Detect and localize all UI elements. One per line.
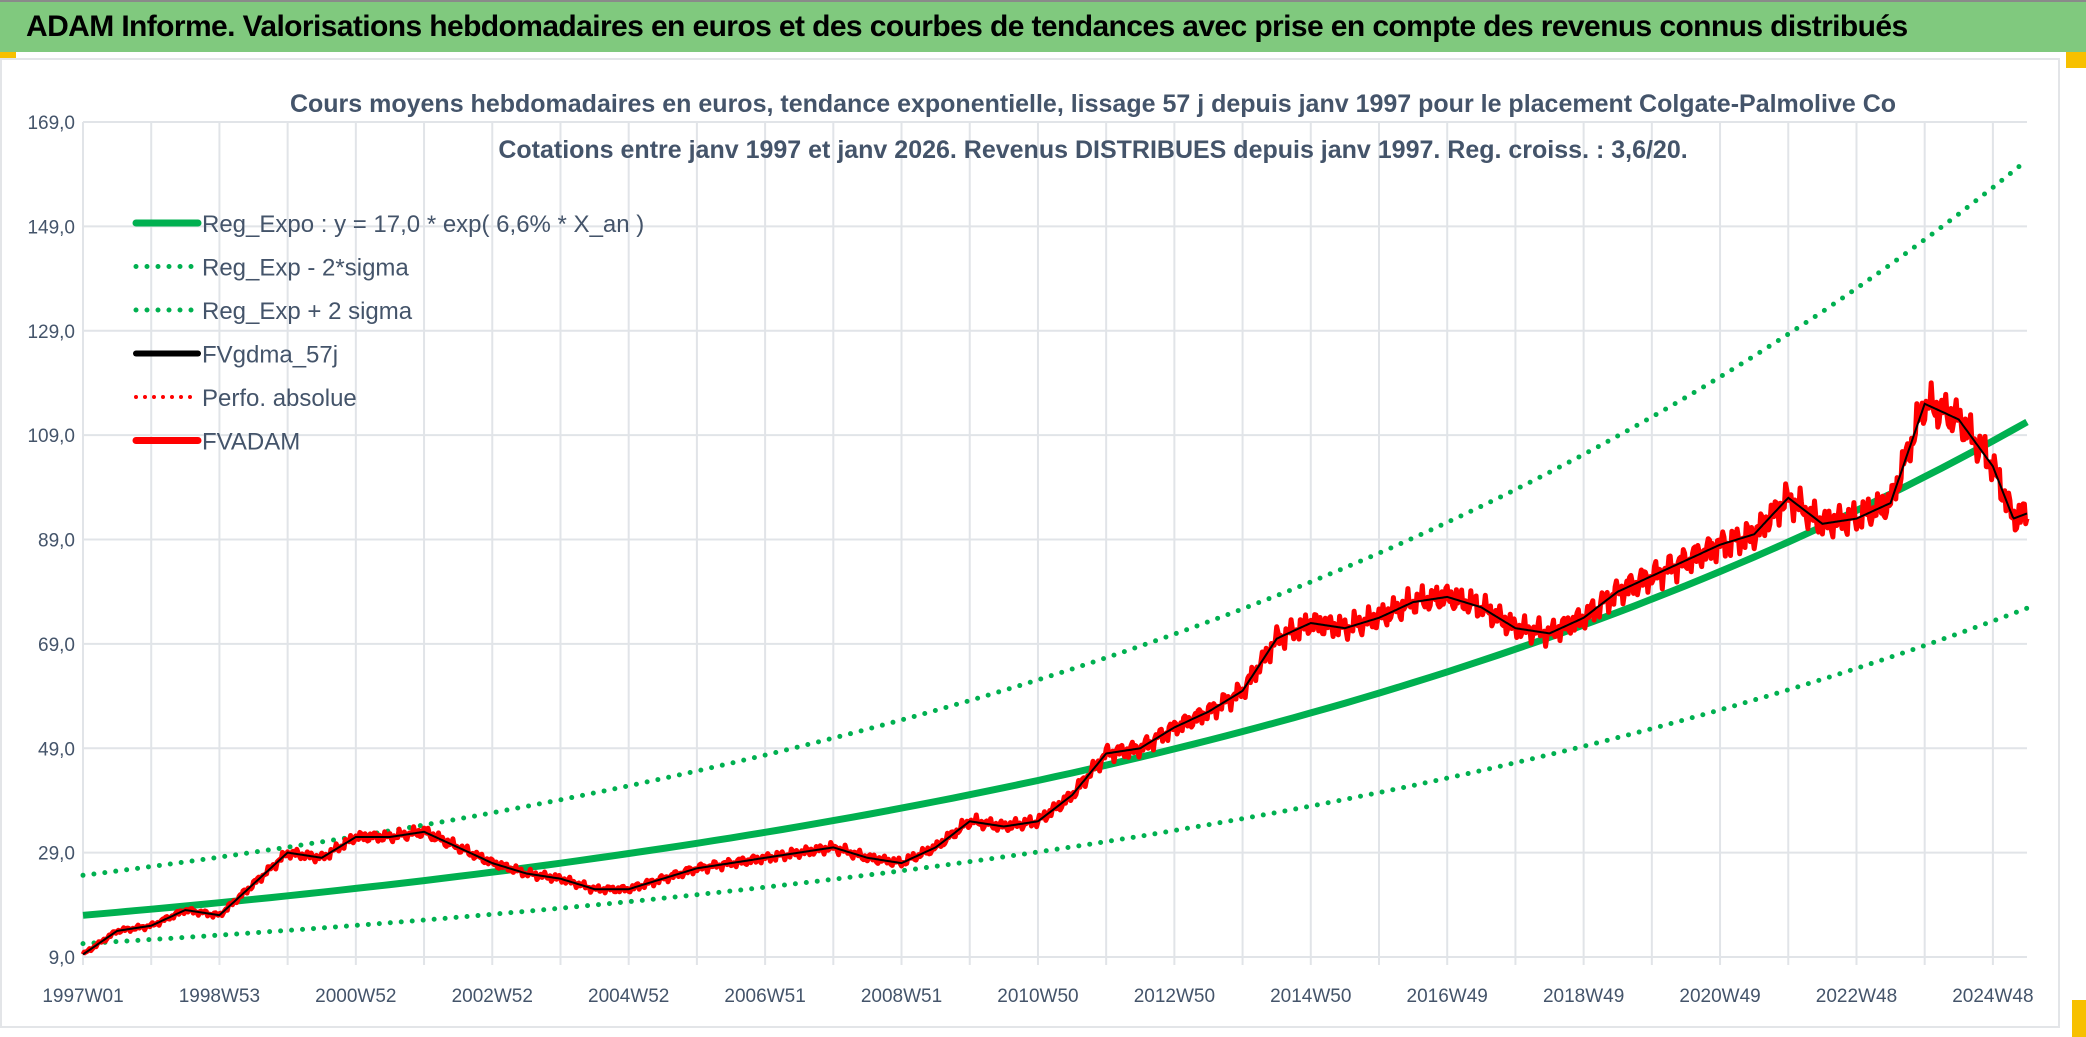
x-tick-label: 2022W48 <box>1816 986 1897 1007</box>
fvadam-line <box>80 380 2030 956</box>
gridlines <box>82 121 2027 965</box>
y-tick-label: 69,0 <box>38 635 75 656</box>
legend-label: Reg_Expo : y = 17,0 * exp( 6,6% * X_an ) <box>202 211 644 238</box>
y-axis: 9,0 29,0 49,0 69,0 89,0 109,0 129,0 149,0 169,0 <box>27 113 75 969</box>
y-tick-label: 129,0 <box>27 322 75 343</box>
reg-expo-line <box>82 418 2029 919</box>
y-tick-label: 89,0 <box>38 531 75 552</box>
legend-label: FVgdma_57j <box>202 342 338 369</box>
y-tick-label: 169,0 <box>27 113 75 134</box>
x-tick-label: 1998W53 <box>179 986 260 1007</box>
x-tick-label: 2000W52 <box>315 986 396 1007</box>
report-title: ADAM Informe. Valorisations hebdomadaire… <box>26 10 1908 43</box>
x-tick-label: 2024W48 <box>1952 986 2033 1007</box>
x-tick-label: 2010W50 <box>997 986 1078 1007</box>
x-tick-label: 1997W01 <box>42 986 123 1007</box>
y-tick-label: 49,0 <box>38 739 75 760</box>
y-tick-label: 9,0 <box>49 948 75 969</box>
x-tick-label: 2008W51 <box>861 986 942 1007</box>
reg-plus-2sigma-line <box>80 157 2030 878</box>
y-tick-label: 29,0 <box>38 844 75 865</box>
legend-label: Reg_Exp + 2 sigma <box>202 298 413 325</box>
cell-selection-marker <box>2072 1000 2086 1037</box>
y-tick-label: 149,0 <box>27 217 75 238</box>
chart-frame <box>0 58 2060 1028</box>
fvgdma-57j-line <box>82 402 2028 956</box>
report-header: ADAM Informe. Valorisations hebdomadaire… <box>0 0 2086 52</box>
cell-selection-marker <box>2066 52 2086 68</box>
legend-label: Reg_Exp - 2*sigma <box>202 255 409 282</box>
x-tick-label: 2012W50 <box>1134 986 1215 1007</box>
reg-minus-2sigma-line <box>80 605 2030 947</box>
legend-label: Perfo. absolue <box>202 385 357 412</box>
legend: Reg_Expo : y = 17,0 * exp( 6,6% * X_an )… <box>132 211 644 456</box>
x-tick-label: 2002W52 <box>452 986 533 1007</box>
x-tick-label: 2018W49 <box>1543 986 1624 1007</box>
x-tick-label: 2004W52 <box>588 986 669 1007</box>
x-tick-label: 2016W49 <box>1407 986 1488 1007</box>
x-tick-label: 2014W50 <box>1270 986 1351 1007</box>
x-tick-label: 2006W51 <box>724 986 805 1007</box>
x-axis: 1997W01 1998W53 2000W52 2002W52 2004W52 2006W… <box>42 986 2033 1007</box>
cell-selection-marker <box>0 52 16 59</box>
plot-series <box>80 157 2030 956</box>
x-tick-label: 2020W49 <box>1679 986 1760 1007</box>
chart-subtitle: Cotations entre janv 1997 et janv 2026. … <box>498 136 1687 164</box>
chart-title: Cours moyens hebdomadaires en euros, ten… <box>290 90 1896 118</box>
y-tick-label: 109,0 <box>27 426 75 447</box>
legend-label: FVADAM <box>202 429 300 456</box>
